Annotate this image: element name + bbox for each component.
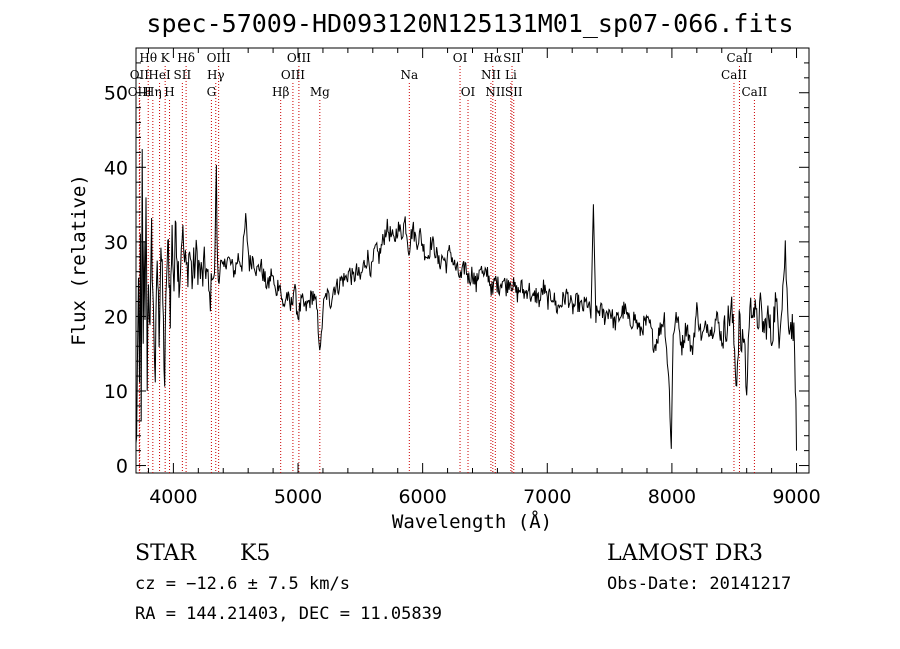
chart-title: spec-57009-HD093120N125131M01_sp07-066.f… xyxy=(146,9,793,38)
plot-frame xyxy=(135,47,810,474)
spectral-line-label: Mg xyxy=(310,85,330,99)
object-type: STAR xyxy=(135,541,197,566)
spectral-line-label: Hη xyxy=(144,85,162,99)
spectral-line-label: CaII xyxy=(727,51,753,65)
spectral-line-label: Hα xyxy=(484,51,503,65)
spectral-line-label: CaII xyxy=(741,85,767,99)
y-axis-label: Flux (relative) xyxy=(68,174,90,346)
spectral-line-label: OIII xyxy=(207,51,231,65)
spectrum-line xyxy=(135,148,797,451)
y-tick-label: 30 xyxy=(104,232,128,254)
y-tick-label: 50 xyxy=(104,83,128,105)
x-tick-label: 5000 xyxy=(274,486,322,508)
spectral-line-label: SII xyxy=(503,51,521,65)
obs-date: Obs-Date: 20141217 xyxy=(607,574,791,594)
survey-name: LAMOST DR3 xyxy=(607,541,763,566)
x-axis-label: Wavelength (Å) xyxy=(392,510,552,533)
spectral-line-label: OI xyxy=(461,85,476,99)
spectral-line-label: OII xyxy=(130,68,150,82)
x-tick-label: 6000 xyxy=(398,486,446,508)
spectral-line-label: Hβ xyxy=(272,85,289,99)
spectral-line-label: H xyxy=(164,85,174,99)
spectral-line-label: OIII xyxy=(128,85,152,99)
x-tick-label: 4000 xyxy=(149,486,197,508)
x-tick-label: 9000 xyxy=(772,486,820,508)
redshift-cz: cz = −12.6 ± 7.5 km/s xyxy=(135,574,350,594)
spectral-line-label: NII xyxy=(481,68,501,82)
axis-ticks: 4000 5000 6000 7000 8000 9000 0 10 20 30 40 50 xyxy=(104,48,821,508)
spectral-line-label: G xyxy=(207,85,217,99)
spectral-line-label: Li xyxy=(505,68,517,82)
spectral-line-label: Hθ xyxy=(139,51,157,65)
y-tick-label: 10 xyxy=(104,381,128,403)
spectral-line-label: NII xyxy=(485,85,505,99)
x-tick-label: 8000 xyxy=(648,486,696,508)
subclass: K5 xyxy=(240,541,270,566)
spectral-line-label: HeI xyxy=(148,68,171,82)
y-tick-label: 0 xyxy=(116,456,128,478)
spectral-line-label: CaII xyxy=(721,68,747,82)
spectral-line-label: Hγ xyxy=(207,68,225,82)
spectral-line-label: SII xyxy=(174,68,192,82)
spectral-line-label: Na xyxy=(400,68,418,82)
spectral-line-label: OI xyxy=(453,51,468,65)
y-tick-label: 40 xyxy=(104,157,128,179)
spectral-line-label: OIII xyxy=(281,68,305,82)
spectral-line-label: Hδ xyxy=(177,51,195,65)
coordinates: RA = 144.21403, DEC = 11.05839 xyxy=(135,604,442,624)
spectral-line-label: K xyxy=(161,51,171,65)
x-tick-label: 7000 xyxy=(523,486,571,508)
y-tick-label: 20 xyxy=(104,306,128,328)
spectral-line-label: OIII xyxy=(287,51,311,65)
spectral-line-label: SII xyxy=(505,85,523,99)
